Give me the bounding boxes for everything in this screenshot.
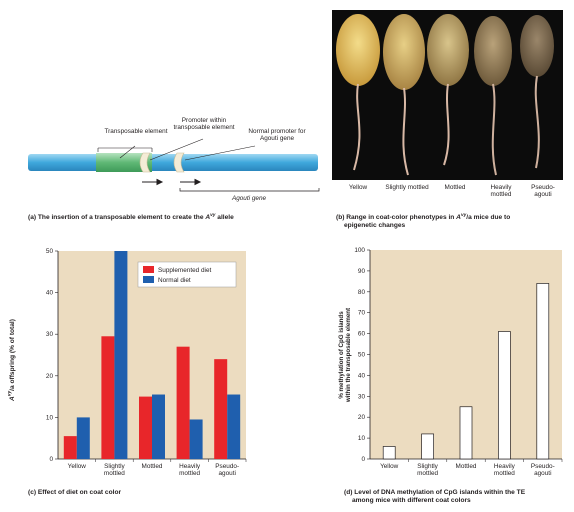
x-tick-label: Heavily — [179, 463, 201, 470]
caption-d: (d) Level of DNA methylation of CpG isla… — [344, 489, 526, 504]
y-tick-label: 40 — [358, 372, 366, 379]
x-tick-label: Yellow — [68, 463, 87, 470]
x-tick-label: Mottled — [142, 463, 163, 470]
label-agouti-gene: Agouti gene — [231, 195, 267, 202]
transposable-element-segment — [96, 153, 152, 172]
x-tick-label: Pseudo- — [531, 463, 555, 470]
te-promoter-leader-line — [149, 138, 204, 161]
te-bracket — [97, 147, 153, 152]
label-promoter-within-te: Promoter within transposable element — [173, 117, 235, 132]
bar-methylation — [382, 446, 396, 460]
dna-strand — [28, 154, 318, 171]
bar-normal — [227, 394, 241, 459]
x-tick-label: mottled — [104, 470, 125, 477]
legend-label: Supplemented diet — [158, 267, 212, 274]
bar-normal — [152, 394, 165, 459]
mouse-mottled — [427, 14, 469, 166]
phenotype-label: Heavily mottled — [490, 184, 512, 199]
x-tick-label: Mottled — [456, 463, 477, 470]
bar-methylation — [421, 433, 434, 460]
y-tick-label: 20 — [46, 373, 54, 380]
y-tick-label: 90 — [358, 268, 366, 275]
y-tick-label: 0 — [49, 456, 53, 463]
x-tick-label: agouti — [218, 470, 235, 477]
y-tick-label: 10 — [46, 414, 54, 421]
bar-supplemented — [63, 436, 77, 459]
caption-c: (c) Effect of diet on coat color — [28, 489, 122, 496]
bar-normal — [189, 419, 203, 459]
mice-illustration — [336, 14, 554, 176]
x-tick-label: Pseudo- — [215, 463, 239, 470]
phenotype-label: Pseudo-agouti — [531, 184, 555, 199]
mouse-pseudo-agouti — [520, 15, 554, 169]
y-tick-label: 60 — [358, 331, 366, 338]
bar-supplemented — [101, 336, 115, 459]
x-tick-label: Slightly — [104, 463, 125, 470]
legend — [137, 261, 237, 288]
bar-normal — [114, 251, 128, 459]
x-tick-label: mottled — [417, 470, 438, 477]
y-tick-label: 20 — [358, 414, 366, 421]
x-tick-label: mottled — [179, 470, 200, 477]
y-tick-label: 50 — [358, 352, 366, 359]
y-tick-label: 40 — [46, 290, 54, 297]
y-tick-label: 0 — [361, 456, 365, 463]
normal-promoter-leader-line — [184, 145, 256, 161]
agouti-gene-bracket — [179, 188, 320, 192]
mouse-yellow — [336, 14, 380, 171]
phenotype-label: Slightly mottled — [385, 184, 429, 191]
legend-swatch — [143, 266, 154, 273]
bar-supplemented — [139, 396, 152, 459]
x-tick-label: Yellow — [380, 463, 399, 470]
mice-photo — [332, 10, 563, 180]
y-tick-label: 70 — [358, 310, 366, 317]
label-transposable-element: Transposable element — [104, 128, 168, 135]
y-tick-label: 50 — [46, 248, 54, 255]
y-tick-label: 10 — [358, 435, 366, 442]
x-tick-label: agouti — [534, 470, 551, 477]
bar-methylation — [498, 331, 511, 460]
y-tick-label: 100 — [354, 247, 365, 254]
y-tick-label: 30 — [358, 393, 366, 400]
bar-normal — [76, 417, 90, 459]
legend-swatch — [143, 276, 154, 283]
te-promoter — [139, 152, 151, 173]
legend-label: Normal diet — [158, 277, 191, 284]
bar-methylation — [536, 283, 550, 460]
mouse-heavily-mottled — [474, 16, 512, 176]
y-tick-label: 30 — [46, 331, 54, 338]
bar-methylation — [459, 406, 473, 460]
mouse-slightly-mottled — [383, 14, 425, 176]
phenotype-label: Mottled — [444, 184, 466, 191]
bar-supplemented — [214, 359, 228, 459]
transcription-arrow-te — [142, 178, 164, 186]
normal-promoter — [173, 152, 185, 173]
transcription-arrow-gene — [180, 178, 202, 186]
caption-b: (b) Range in coat-color phenotypes in Av… — [336, 213, 511, 230]
x-tick-label: mottled — [494, 470, 515, 477]
caption-a: (a) The insertion of a transposable elem… — [28, 213, 234, 222]
y-tick-label: 80 — [358, 289, 366, 296]
x-tick-label: Slightly — [417, 463, 438, 470]
bar-supplemented — [176, 346, 190, 459]
label-normal-promoter: Normal promoter for Agouti gene — [248, 128, 306, 143]
dna-diagram: Agouti gene — [28, 138, 320, 202]
x-tick-label: Heavily — [494, 463, 516, 470]
phenotype-label: Yellow — [348, 184, 368, 191]
